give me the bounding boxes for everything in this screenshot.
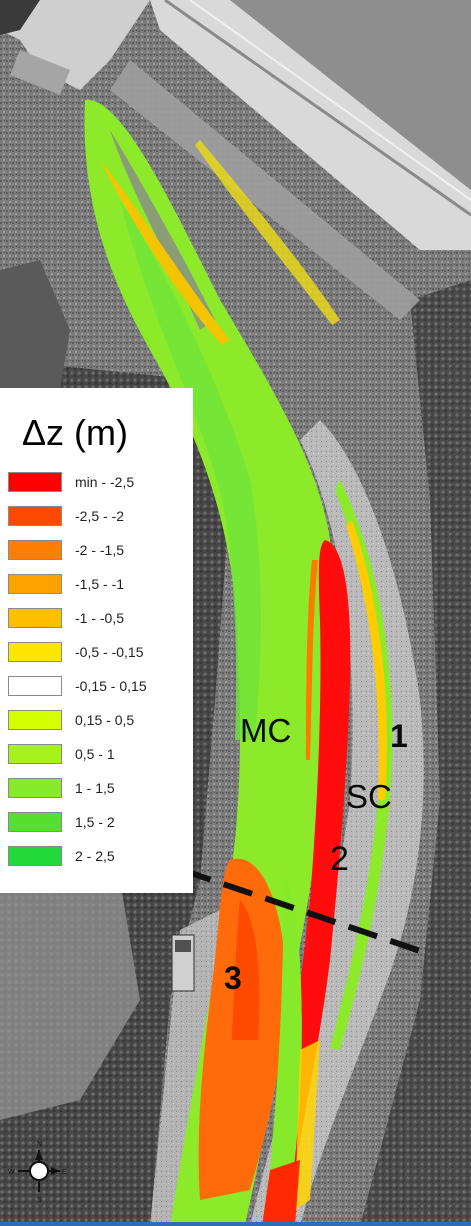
- main-channel-label: MC: [240, 712, 292, 749]
- building-roof: [175, 940, 191, 952]
- legend-label: 2 - 2,5: [75, 848, 115, 864]
- legend-item: -2,5 - -2: [8, 506, 193, 528]
- legend-swatch: [8, 608, 62, 628]
- legend-item: -0,15 - 0,15: [8, 676, 193, 698]
- highway-line: [164, 0, 471, 217]
- erosion-red-strip: [275, 540, 351, 1170]
- east-field: [230, 0, 471, 190]
- legend-swatch: [8, 472, 62, 492]
- spillway: [10, 50, 70, 95]
- channel-green-bright: [120, 200, 261, 740]
- lower-green-strip: [265, 880, 302, 1226]
- legend-swatch: [8, 744, 62, 764]
- legend-swatch: [8, 574, 62, 594]
- legend-label: min - -2,5: [75, 474, 135, 490]
- compass-n: N: [37, 1141, 42, 1148]
- legend-swatch: [8, 540, 62, 560]
- legend-item: min - -2,5: [8, 472, 193, 494]
- legend-title: Δz (m): [22, 412, 129, 453]
- water-left-lower: [0, 880, 140, 1120]
- forest-east: [360, 280, 471, 1226]
- legend-swatch: [8, 812, 62, 832]
- legend: Δz (m) min - -2,5 -2,5 - -2 -2 - -1,5 -1…: [0, 388, 193, 893]
- dam-structure: [0, 0, 150, 90]
- legend-item: 0,5 - 1: [8, 744, 193, 766]
- orange-zone-inner: [232, 900, 260, 1040]
- legend-label: 1,5 - 2: [75, 814, 115, 830]
- legend-swatch: [8, 642, 62, 662]
- legend-item: -1,5 - -1: [8, 574, 193, 596]
- legend-item: 1 - 1,5: [8, 778, 193, 800]
- zone-1-label: 1: [390, 718, 408, 754]
- bottom-accent-bar: [0, 1222, 471, 1226]
- legend-item: 1,5 - 2: [8, 812, 193, 834]
- legend-swatch: [8, 710, 62, 730]
- compass-s: S: [37, 1197, 42, 1204]
- compass-e: E: [62, 1169, 67, 1176]
- channel-inner-grey: [110, 130, 215, 330]
- embankment: [110, 60, 420, 320]
- legend-label: 1 - 1,5: [75, 780, 115, 796]
- highway-line-2: [189, 0, 471, 201]
- legend-label: 0,5 - 1: [75, 746, 115, 762]
- legend-item: -2 - -1,5: [8, 540, 193, 562]
- legend-item: -1 - -0,5: [8, 608, 193, 630]
- legend-label: -0,5 - -0,15: [75, 644, 144, 660]
- side-channel-label: SC: [346, 778, 392, 815]
- legend-label: -2 - -1,5: [75, 542, 125, 558]
- legend-item: 2 - 2,5: [8, 846, 193, 868]
- side-channel-yellow: [346, 520, 387, 800]
- legend-label: 0,15 - 0,5: [75, 712, 135, 728]
- bottom-red: [262, 1160, 300, 1226]
- lower-yellow-strip: [295, 1040, 320, 1210]
- highway: [150, 0, 471, 250]
- upper-yellow-strip-2: [195, 140, 340, 325]
- dam-top-dark: [0, 0, 40, 35]
- legend-label: -0,15 - 0,15: [75, 678, 147, 694]
- upper-yellow-strip: [100, 160, 230, 345]
- legend-swatch: [8, 506, 62, 526]
- zone-2-label: 2: [330, 840, 349, 878]
- legend-swatch: [8, 846, 62, 866]
- legend-label: -2,5 - -2: [75, 508, 125, 524]
- zone-3-label: 3: [224, 960, 242, 996]
- legend-item: 0,15 - 0,5: [8, 710, 193, 732]
- water-left: [0, 260, 70, 400]
- legend-item: -0,5 - -0,15: [8, 642, 193, 664]
- red-strip-edge: [306, 560, 318, 760]
- legend-label: -1,5 - -1: [75, 576, 125, 592]
- compass-w: W: [8, 1169, 15, 1176]
- north-arrow-compass-icon: N S E W: [8, 1141, 67, 1204]
- legend-swatch: [8, 676, 62, 696]
- legend-swatch: [8, 778, 62, 798]
- section-line: [181, 867, 433, 958]
- legend-label: -1 - -0,5: [75, 610, 125, 626]
